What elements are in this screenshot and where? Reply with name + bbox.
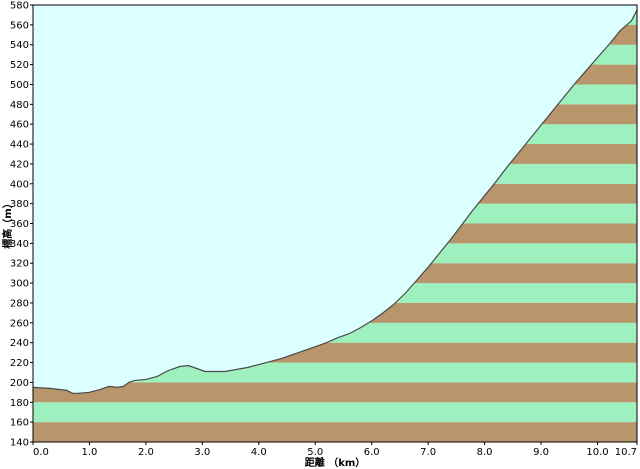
x-tick-label: 1.0 [81, 447, 97, 458]
y-tick-label: 400 [10, 179, 29, 190]
x-tick-label: 2.0 [138, 447, 154, 458]
y-tick-label: 380 [10, 199, 29, 210]
y-axis-ticks: 140 160 180 200 220 240 260 280 300 320 340 360 380 4… [10, 1, 33, 449]
elevation-band [33, 422, 637, 442]
x-tick-label: 3.0 [194, 447, 210, 458]
y-tick-label: 480 [10, 100, 29, 111]
y-tick-label: 320 [10, 259, 29, 270]
x-tick-label: 10.7 [615, 447, 637, 458]
y-tick-label: 220 [10, 358, 29, 369]
y-axis-title: 標高（m） [1, 198, 14, 248]
y-tick-label: 280 [10, 298, 29, 309]
x-tick-label: 8.0 [477, 447, 493, 458]
y-tick-label: 240 [10, 338, 29, 349]
y-tick-label: 180 [10, 398, 29, 409]
y-tick-label: 160 [10, 418, 29, 429]
y-tick-label: 520 [10, 60, 29, 71]
elevation-band [33, 382, 637, 403]
x-axis-title: 距離 （km） [305, 456, 366, 469]
y-tick-label: 260 [10, 318, 29, 329]
x-tick-label: 10.0 [586, 447, 608, 458]
x-tick-label: 5.0 [307, 447, 323, 458]
elevation-band [33, 362, 637, 383]
x-tick-label: 7.0 [420, 447, 436, 458]
elevation-profile-line [32, 9, 638, 394]
y-tick-label: 200 [10, 378, 29, 389]
y-tick-label: 440 [10, 140, 29, 151]
y-tick-label: 560 [10, 20, 29, 31]
y-tick-label: 580 [10, 1, 29, 12]
x-tick-label: 9.0 [533, 447, 549, 458]
y-tick-label: 140 [10, 438, 29, 449]
y-tick-label: 300 [10, 279, 29, 290]
y-tick-label: 420 [10, 159, 29, 170]
y-tick-label: 360 [10, 219, 29, 230]
y-tick-label: 500 [10, 80, 29, 91]
y-tick-label: 340 [10, 239, 29, 250]
x-tick-label: 6.0 [364, 447, 380, 458]
y-tick-label: 540 [10, 40, 29, 51]
x-tick-label: 4.0 [251, 447, 267, 458]
elevation-band [33, 402, 637, 423]
x-tick-label: 0.0 [33, 447, 49, 458]
y-tick-label: 460 [10, 120, 29, 131]
x-axis-ticks: 0.0 1.0 2.0 3.0 4.0 5.0 6.0 7.0 8.0 9.0 10.0 10.7 [32, 442, 638, 458]
